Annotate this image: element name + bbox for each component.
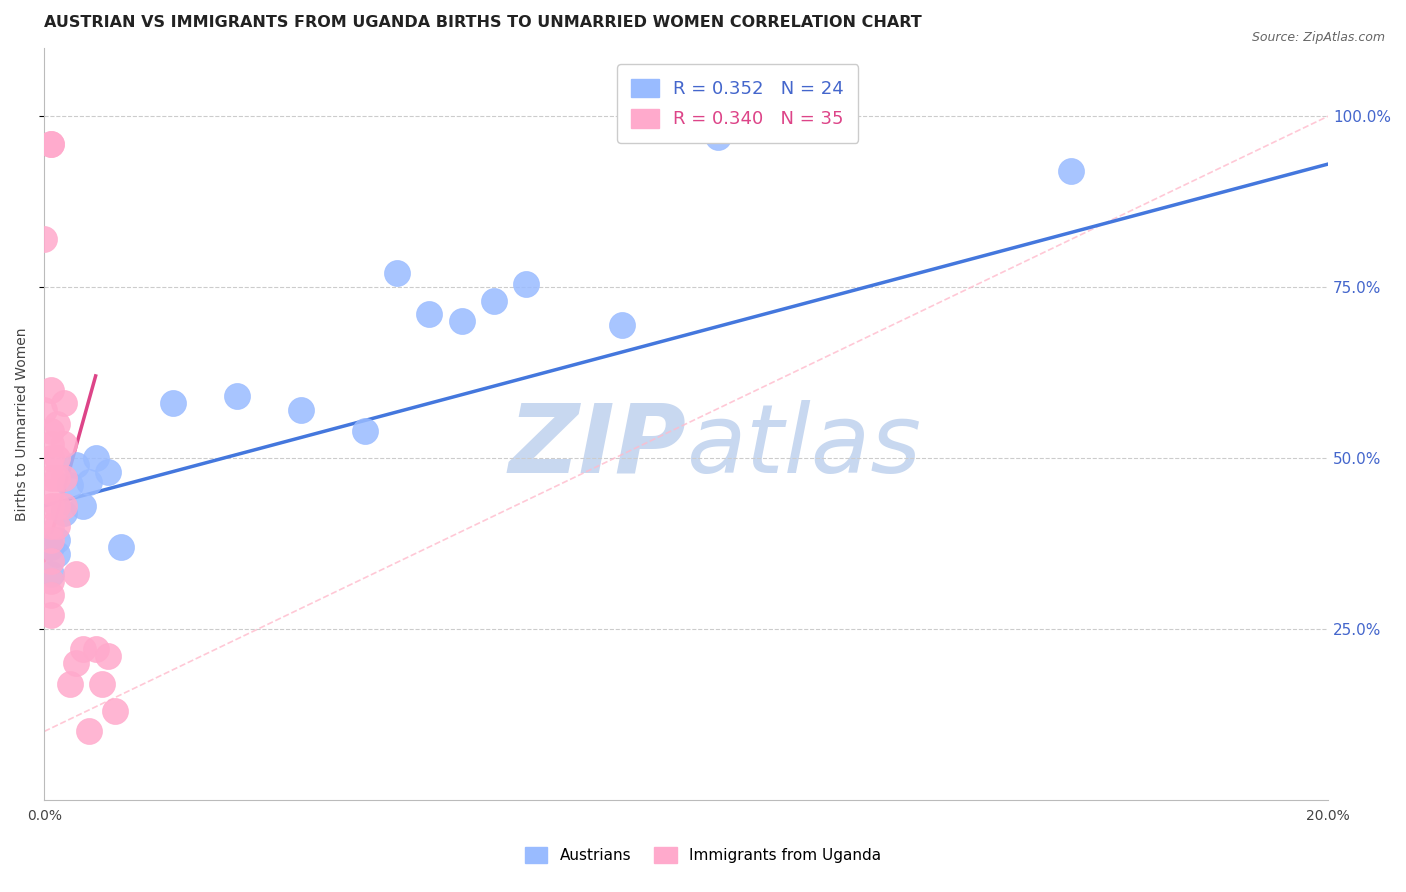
Point [354,424,377,438]
Point [39,136,62,151]
Point [77,475,100,489]
Point [59,478,82,492]
Point [39,533,62,547]
Point [84,642,107,657]
Point [65,656,87,670]
Point [39,553,62,567]
Text: atlas: atlas [686,400,921,493]
Point [77,724,100,739]
Text: ZIP: ZIP [509,400,686,493]
Point [39,567,62,582]
Point [162,396,184,410]
Point [610,318,633,332]
Point [39,540,62,554]
Point [52,471,75,485]
Point [97,465,120,479]
Point [59,676,82,690]
Point [46,450,69,465]
Point [46,519,69,533]
Point [225,389,247,403]
Point [39,424,62,438]
Point [46,471,69,485]
Point [72,499,94,513]
Point [110,540,132,554]
Point [418,307,440,321]
Point [39,485,62,500]
Point [39,383,62,397]
Point [46,417,69,431]
Point [91,676,114,690]
Legend: R = 0.352   N = 24, R = 0.340   N = 35: R = 0.352 N = 24, R = 0.340 N = 35 [617,64,858,143]
Point [515,277,537,291]
Point [39,136,62,151]
Point [52,396,75,410]
Point [39,608,62,623]
Point [52,506,75,520]
Point [72,642,94,657]
Point [39,588,62,602]
Point [39,519,62,533]
Point [104,704,127,718]
Point [32,403,55,417]
Point [39,437,62,451]
Point [387,267,409,281]
Point [46,499,69,513]
Point [32,232,55,246]
Point [65,567,87,582]
Text: Source: ZipAtlas.com: Source: ZipAtlas.com [1251,31,1385,45]
Point [1060,164,1083,178]
Point [65,458,87,472]
Point [46,547,69,561]
Point [46,533,69,547]
Point [52,437,75,451]
Point [97,649,120,664]
Point [84,450,107,465]
Point [39,471,62,485]
Y-axis label: Births to Unmarried Women: Births to Unmarried Women [15,327,30,521]
Point [450,314,472,328]
Text: AUSTRIAN VS IMMIGRANTS FROM UGANDA BIRTHS TO UNMARRIED WOMEN CORRELATION CHART: AUSTRIAN VS IMMIGRANTS FROM UGANDA BIRTH… [44,15,922,30]
Point [707,129,730,144]
Legend: Austrians, Immigrants from Uganda: Austrians, Immigrants from Uganda [512,835,894,875]
Point [290,403,312,417]
Point [482,293,505,308]
Point [39,450,62,465]
Point [39,574,62,588]
Point [39,499,62,513]
Point [52,499,75,513]
